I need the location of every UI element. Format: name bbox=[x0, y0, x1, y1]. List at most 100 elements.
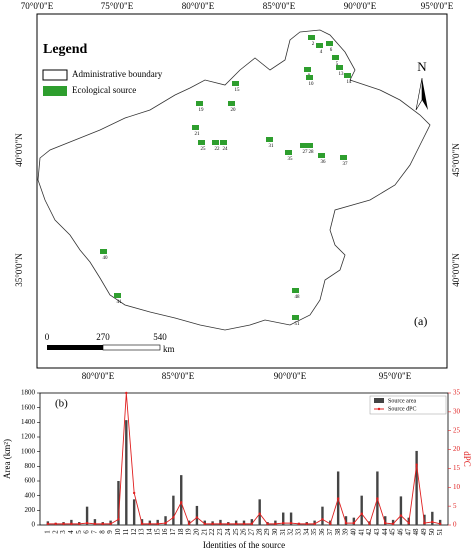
y-tick-label: 600 bbox=[25, 477, 36, 485]
y2-tick-label: 30 bbox=[453, 407, 461, 415]
eco-source bbox=[326, 41, 333, 46]
dpc-point bbox=[423, 521, 426, 525]
x-tick-label: 10 bbox=[114, 528, 122, 536]
source-label: 27 bbox=[303, 150, 309, 155]
eco-source bbox=[300, 143, 307, 148]
lon-label: 90°0'0"E bbox=[344, 1, 377, 11]
x-tick-label: 30 bbox=[271, 528, 279, 536]
x-tick-label: 18 bbox=[177, 528, 185, 536]
eco-source bbox=[196, 101, 203, 106]
chart-legend bbox=[369, 395, 447, 415]
eco-source bbox=[304, 67, 311, 72]
x-axis-label: Identities of the source bbox=[203, 540, 285, 550]
map-frame bbox=[36, 13, 448, 369]
x-tick-label: 33 bbox=[295, 528, 303, 536]
x-tick-label: 26 bbox=[240, 528, 248, 536]
lon-label: 95°0'0"E bbox=[421, 1, 454, 11]
dpc-point bbox=[336, 497, 340, 500]
source-label: 4 bbox=[320, 50, 323, 55]
source-label: 40 bbox=[103, 256, 109, 261]
panel-label: (a) bbox=[414, 314, 427, 328]
source-label: 2 bbox=[312, 42, 315, 47]
bar bbox=[384, 516, 387, 525]
bar bbox=[93, 519, 97, 525]
dpc-point bbox=[148, 522, 152, 526]
dpc-point bbox=[266, 522, 269, 526]
eco-source bbox=[100, 249, 107, 254]
lat-label: 45°0'0"N bbox=[451, 143, 461, 177]
lon-label: 75°0'0"E bbox=[101, 1, 134, 11]
bar bbox=[289, 512, 293, 525]
dpc-point bbox=[203, 522, 206, 526]
lon-label: 80°0'0"E bbox=[182, 1, 215, 11]
eco-source bbox=[266, 137, 273, 142]
eco-source bbox=[285, 150, 292, 155]
x-tick-label: 49 bbox=[420, 528, 428, 536]
bar bbox=[132, 499, 136, 525]
y2-tick-label: 25 bbox=[453, 426, 461, 434]
north-label: N bbox=[417, 59, 427, 74]
dpc-point bbox=[62, 522, 65, 526]
admin-boundary bbox=[37, 29, 431, 331]
dpc-point bbox=[125, 391, 128, 395]
dpc-point bbox=[384, 521, 387, 525]
source-label: 48 bbox=[295, 295, 301, 300]
x-tick-label: 9 bbox=[106, 530, 114, 534]
dpc-point bbox=[93, 522, 97, 526]
eco-source bbox=[292, 288, 299, 293]
bar bbox=[180, 475, 183, 525]
x-tick-label: 44 bbox=[381, 528, 389, 536]
x-tick-label: 19 bbox=[185, 528, 193, 536]
dpc-point bbox=[289, 521, 293, 525]
x-tick-label: 12 bbox=[130, 528, 138, 536]
eco-source bbox=[232, 81, 239, 86]
x-tick-label: 31 bbox=[279, 528, 287, 536]
eco-source bbox=[308, 35, 315, 40]
x-tick-label: 38 bbox=[334, 528, 342, 536]
bar bbox=[352, 517, 356, 525]
legend-swatch bbox=[42, 69, 68, 81]
eco-source bbox=[228, 101, 235, 106]
y-tick-label: 0 bbox=[32, 521, 36, 529]
legend-label: Ecological source bbox=[72, 85, 136, 95]
lat-label: 40°0'0"N bbox=[14, 133, 24, 167]
y2-tick-label: 15 bbox=[453, 464, 461, 472]
eco-source bbox=[340, 155, 347, 160]
bar bbox=[70, 519, 73, 525]
x-tick-label: 28 bbox=[255, 528, 263, 536]
x-tick-label: 50 bbox=[428, 528, 436, 536]
x-tick-label: 15 bbox=[153, 528, 161, 536]
dpc-point bbox=[391, 522, 395, 526]
y2-tick-label: 20 bbox=[453, 445, 461, 453]
dpc-point bbox=[117, 518, 120, 521]
bar bbox=[156, 519, 159, 525]
dpc-point bbox=[305, 522, 308, 526]
x-tick-label: 32 bbox=[287, 528, 295, 536]
dpc-point bbox=[227, 522, 230, 526]
bar bbox=[219, 519, 222, 525]
eco-source bbox=[306, 143, 313, 148]
lon-label: 85°0'0"E bbox=[263, 1, 296, 11]
dpc-point bbox=[172, 516, 175, 519]
source-label: 15 bbox=[235, 88, 241, 93]
dpc-point bbox=[46, 522, 50, 526]
bar bbox=[360, 495, 363, 525]
bar bbox=[344, 516, 348, 525]
y-tick-label: 800 bbox=[25, 462, 36, 470]
bar bbox=[125, 420, 128, 525]
x-tick-label: 14 bbox=[145, 528, 153, 536]
x-tick-label: 40 bbox=[349, 528, 357, 536]
source-label: 28 bbox=[309, 150, 315, 155]
y2-tick-label: 10 bbox=[453, 483, 461, 491]
lon-label: 85°0'0"E bbox=[162, 371, 195, 381]
dpc-point bbox=[140, 522, 144, 526]
source-label: 20 bbox=[231, 108, 237, 113]
x-tick-label: 47 bbox=[404, 528, 412, 536]
x-tick-label: 48 bbox=[412, 528, 420, 536]
y2-tick-label: 5 bbox=[453, 502, 457, 510]
eco-source bbox=[316, 43, 323, 48]
bar bbox=[431, 511, 434, 525]
x-tick-label: 34 bbox=[302, 528, 310, 536]
lon-label: 90°0'0"E bbox=[274, 371, 307, 381]
y-tick-label: 1200 bbox=[21, 433, 36, 441]
